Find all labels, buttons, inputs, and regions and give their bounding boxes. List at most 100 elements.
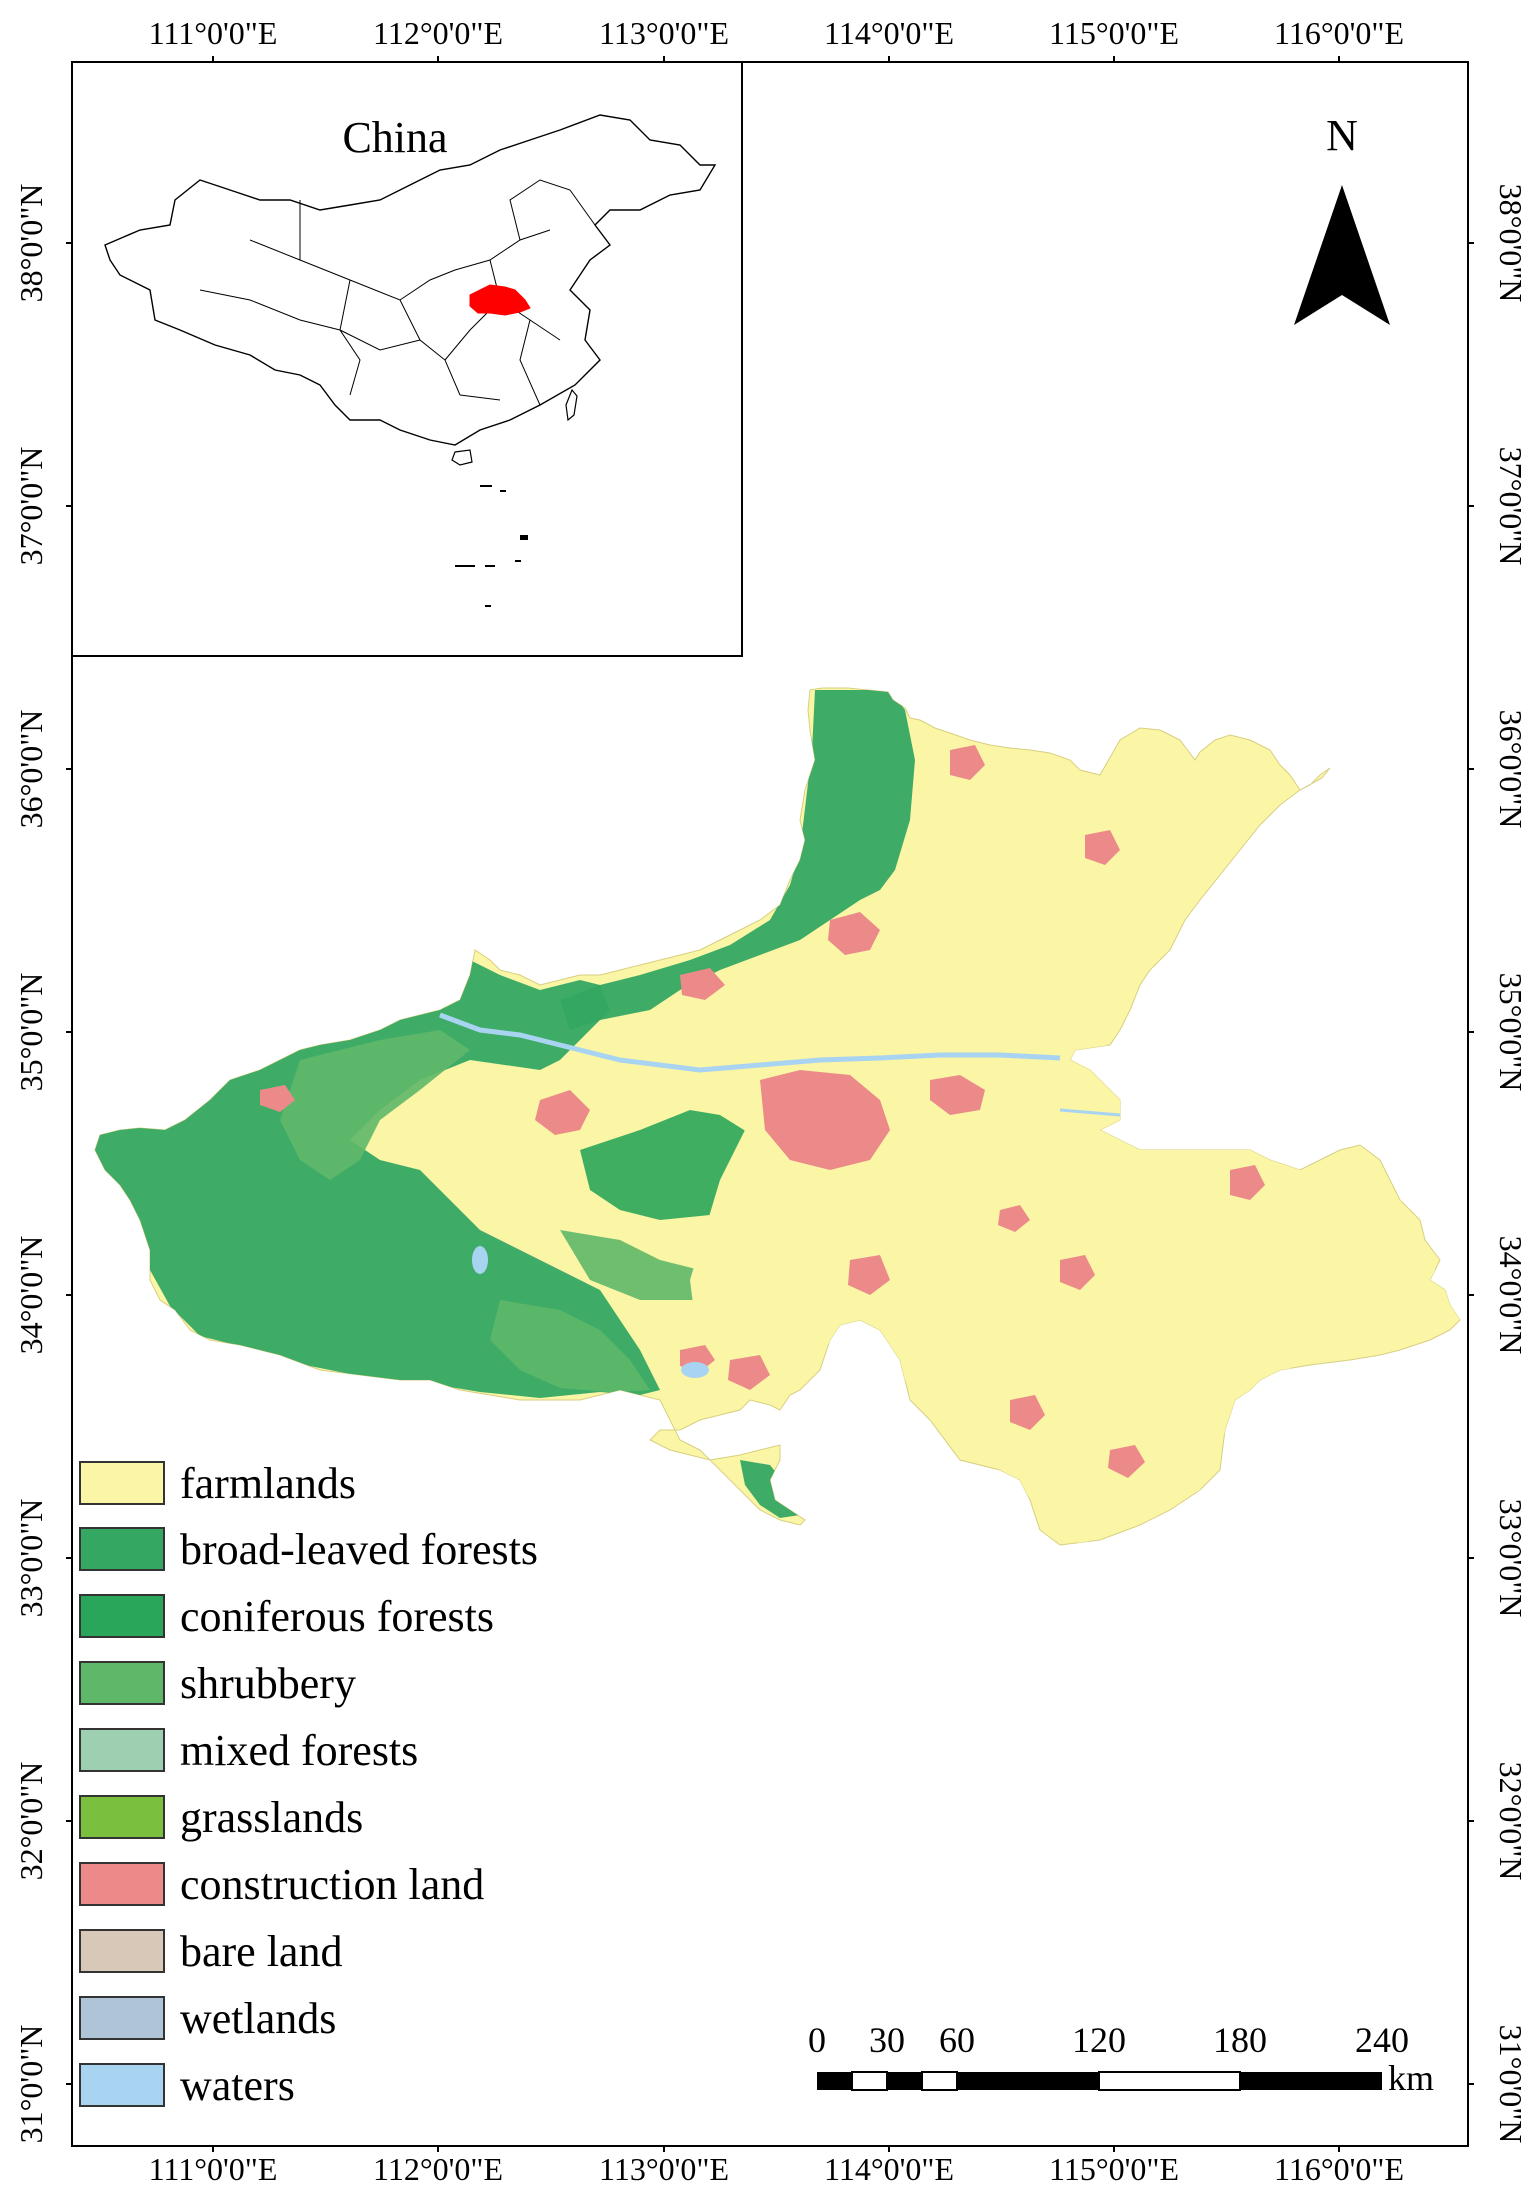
scale-segment bbox=[817, 2072, 852, 2090]
north-arrow-icon bbox=[1294, 185, 1390, 325]
lon-tick-label-top: 111°0'0"E bbox=[149, 15, 278, 51]
urban-jiaozuo bbox=[680, 968, 725, 1000]
legend-label: broad-leaved forests bbox=[180, 1525, 538, 1574]
lat-ticks-left: 38°0'0"N 37°0'0"N 36°0'0"N 35°0'0"N 34°0… bbox=[13, 184, 72, 2144]
lon-ticks-bottom: 111°0'0"E 112°0'0"E 113°0'0"E 114°0'0"E … bbox=[149, 2146, 1404, 2186]
lon-tick-label-bottom: 114°0'0"E bbox=[824, 2151, 954, 2186]
scale-segment bbox=[957, 2072, 1099, 2090]
urban-zhengzhou bbox=[760, 1070, 890, 1170]
legend-swatch bbox=[79, 1929, 165, 1973]
legend-label: waters bbox=[180, 2061, 295, 2110]
scale-label: 240 bbox=[1355, 2020, 1409, 2060]
region-landcover bbox=[95, 690, 1460, 1545]
legend-swatch bbox=[79, 1996, 165, 2040]
legend-swatch bbox=[79, 1527, 165, 1571]
lat-tick-label-right: 33°0'0"N bbox=[1493, 1499, 1529, 1618]
lat-tick-label-left: 37°0'0"N bbox=[13, 447, 49, 566]
urban-kaifeng bbox=[930, 1075, 985, 1115]
urban-zhoukou bbox=[1060, 1255, 1095, 1290]
lon-tick-label-top: 112°0'0"E bbox=[373, 15, 503, 51]
north-arrow: N bbox=[1294, 111, 1390, 325]
scale-label: 60 bbox=[939, 2020, 975, 2060]
legend-swatch bbox=[79, 1862, 165, 1906]
urban-xinxiang bbox=[828, 912, 880, 955]
lat-tick-label-left: 34°0'0"N bbox=[13, 1236, 49, 1355]
legend-label: construction land bbox=[180, 1860, 484, 1909]
scale-segment bbox=[921, 2071, 958, 2091]
forest-north-ridge bbox=[560, 690, 915, 1030]
scale-segment bbox=[851, 2071, 888, 2091]
urban-puyang bbox=[1085, 830, 1120, 865]
reservoir bbox=[472, 1246, 488, 1274]
scale-segment bbox=[1098, 2071, 1241, 2091]
scale-bar: 0 30 60 120 180 240 km bbox=[808, 2020, 1434, 2098]
urban-luoyang bbox=[535, 1090, 590, 1135]
inset-title: China bbox=[342, 113, 447, 162]
lat-ticks-right: 38°0'0"N 37°0'0"N 36°0'0"N 35°0'0"N 34°0… bbox=[1468, 184, 1529, 2144]
urban-areas bbox=[260, 745, 1265, 1478]
scale-label: 180 bbox=[1213, 2020, 1267, 2060]
lat-tick-label-right: 31°0'0"N bbox=[1493, 2025, 1529, 2144]
lon-tick-label-bottom: 111°0'0"E bbox=[149, 2151, 278, 2186]
scale-label: 30 bbox=[869, 2020, 905, 2060]
lat-tick-label-right: 35°0'0"N bbox=[1493, 973, 1529, 1092]
legend-label: coniferous forests bbox=[180, 1592, 494, 1641]
urban-zhumadian bbox=[1010, 1395, 1045, 1430]
lat-tick-label-left: 31°0'0"N bbox=[13, 2025, 49, 2144]
legend-label: bare land bbox=[180, 1927, 342, 1976]
legend-label: mixed forests bbox=[180, 1726, 418, 1775]
shrubbery-west bbox=[280, 1030, 470, 1180]
lat-tick-label-left: 35°0'0"N bbox=[13, 973, 49, 1092]
lon-tick-label-bottom: 115°0'0"E bbox=[1049, 2151, 1179, 2186]
lat-tick-label-right: 34°0'0"N bbox=[1493, 1236, 1529, 1355]
inset-map: China bbox=[71, 61, 743, 657]
henan-highlight bbox=[469, 284, 531, 316]
scale-segment bbox=[1240, 2072, 1382, 2090]
lat-tick-label-left: 36°0'0"N bbox=[13, 710, 49, 829]
legend-label: wetlands bbox=[180, 1994, 336, 2043]
lon-tick-label-top: 116°0'0"E bbox=[1274, 15, 1404, 51]
urban-xuchang bbox=[848, 1255, 890, 1295]
legend-swatch bbox=[79, 2063, 165, 2107]
lon-tick-label-bottom: 112°0'0"E bbox=[373, 2151, 503, 2186]
yellow-river bbox=[439, 1012, 1061, 1073]
urban-xinyang bbox=[1108, 1445, 1145, 1478]
legend-swatch bbox=[79, 1594, 165, 1638]
urban-linear-east bbox=[998, 1205, 1030, 1232]
urban-shangqiu bbox=[1230, 1165, 1265, 1200]
legend-swatch bbox=[79, 1661, 165, 1705]
taiwan-island bbox=[565, 388, 578, 422]
scale-label: 120 bbox=[1072, 2020, 1126, 2060]
lon-tick-label-bottom: 116°0'0"E bbox=[1274, 2151, 1404, 2186]
lat-tick-label-left: 33°0'0"N bbox=[13, 1499, 49, 1618]
lon-tick-label-top: 113°0'0"E bbox=[599, 15, 729, 51]
south-china-sea-islands bbox=[455, 485, 528, 607]
study-region bbox=[94, 687, 1461, 1546]
lat-tick-label-left: 38°0'0"N bbox=[13, 184, 49, 303]
scale-label: 0 bbox=[808, 2020, 826, 2060]
urban-anyang bbox=[950, 745, 985, 780]
legend-swatch bbox=[79, 1795, 165, 1839]
lat-tick-label-right: 37°0'0"N bbox=[1493, 447, 1529, 566]
inset-frame bbox=[71, 61, 743, 657]
lat-tick-label-left: 32°0'0"N bbox=[13, 1762, 49, 1881]
lat-tick-label-right: 36°0'0"N bbox=[1493, 710, 1529, 829]
lon-ticks-top: 111°0'0"E 112°0'0"E 113°0'0"E 114°0'0"E … bbox=[149, 15, 1404, 62]
lat-tick-label-right: 38°0'0"N bbox=[1493, 184, 1529, 303]
legend-swatch bbox=[79, 1461, 165, 1505]
reservoir bbox=[681, 1362, 709, 1378]
china-outline bbox=[104, 114, 717, 446]
urban-pingdingshan bbox=[728, 1355, 770, 1390]
legend: farmlands broad-leaved forests coniferou… bbox=[79, 1459, 538, 2110]
north-label: N bbox=[1326, 111, 1358, 160]
lon-tick-label-top: 114°0'0"E bbox=[824, 15, 954, 51]
legend-label: shrubbery bbox=[180, 1659, 356, 1708]
legend-label: farmlands bbox=[180, 1459, 356, 1508]
forest-west-mountains bbox=[95, 960, 660, 1398]
legend-swatch bbox=[79, 1728, 165, 1772]
lat-tick-label-right: 32°0'0"N bbox=[1493, 1762, 1529, 1881]
shrubbery-south bbox=[490, 1300, 650, 1392]
lon-tick-label-top: 115°0'0"E bbox=[1049, 15, 1179, 51]
hainan-island bbox=[451, 449, 473, 466]
